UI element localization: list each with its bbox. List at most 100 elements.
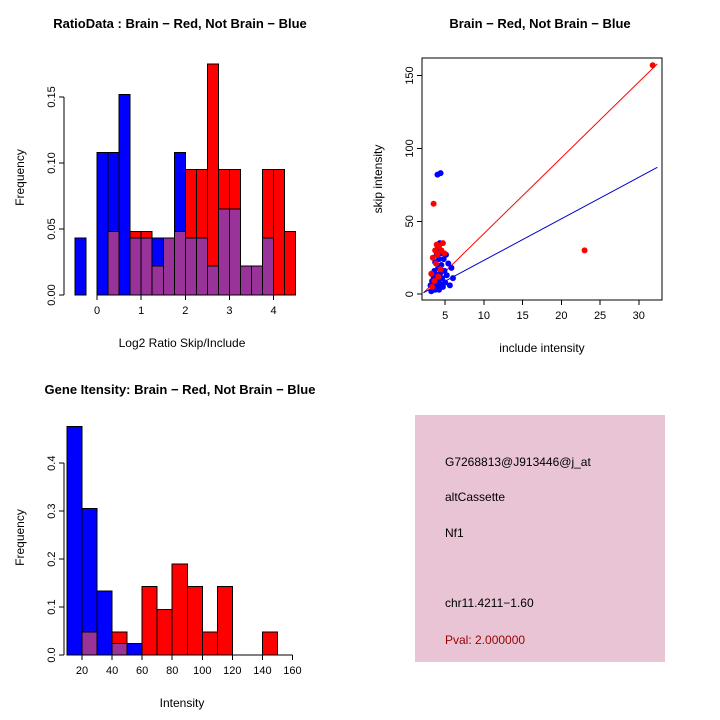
intensity-scatter-chart: 5 10 15 20 25 30 0 50 100 150 include intensity ski… <box>371 57 663 355</box>
y-axis-title: Frequency <box>13 509 27 566</box>
y-tick-label: 0.10 <box>46 152 58 173</box>
hist-bar-overlap <box>206 265 219 296</box>
hist-bar-blue <box>126 642 143 656</box>
y-tick-label: 0.05 <box>46 218 58 239</box>
scatter-point-brain <box>432 260 439 267</box>
hist-bar-overlap <box>262 237 275 296</box>
hist-bar-overlap <box>217 208 230 296</box>
gene-intensity-histogram-chart: 20 40 60 80 100 120 140 160 0.0 0.1 0.2 0.3 0.4 Inten… <box>13 426 302 710</box>
x-tick-label: 20 <box>555 310 567 322</box>
x-tick-label: 0 <box>94 305 100 317</box>
x-tick-label: 15 <box>517 310 529 322</box>
scatter-point-brain <box>429 283 436 290</box>
x-tick-label: 5 <box>442 310 448 322</box>
scatter-point-brain <box>428 270 435 277</box>
fit-line-not-brain-fit <box>423 166 658 294</box>
scatter-point-not_brain <box>449 275 456 282</box>
gene-symbol-text: Nf1 <box>445 526 464 540</box>
hist-bar-blue <box>118 93 131 296</box>
x-tick-label: 160 <box>283 665 301 677</box>
y-tick-label: 0 <box>404 291 416 297</box>
y-tick-label: 100 <box>404 139 416 157</box>
hist-bar-overlap <box>250 265 264 296</box>
hist-bar-blue <box>66 426 83 656</box>
y-tick-label: 0.2 <box>46 551 58 566</box>
hist-bar-blue <box>96 151 109 296</box>
scatter-point-brain <box>649 62 656 69</box>
scatter-point-brain <box>435 273 442 280</box>
hist-bar-red <box>171 563 188 656</box>
x-tick-label: 3 <box>226 305 232 317</box>
panel-ratio-histogram: 0 1 2 3 4 0.00 0.05 0.10 0.15 Log2 Ratio Skip/Inc… <box>0 0 360 360</box>
y-tick-label: 50 <box>404 215 416 227</box>
hist-bar-red <box>261 631 278 656</box>
hist-bar-red <box>216 585 233 656</box>
scatter-point-brain <box>581 247 588 254</box>
intensity-scatter-title: Brain − Red, Not Brain − Blue <box>449 16 631 31</box>
hist-bar-red <box>206 63 219 296</box>
plot-box <box>421 57 663 301</box>
y-tick-label: 0.15 <box>46 86 58 107</box>
y-tick-label: 0.3 <box>46 503 58 518</box>
hist-bar-overlap <box>228 208 241 296</box>
pval-text: Pval: 2.000000 <box>445 633 526 647</box>
ratio-histogram-chart: 0 1 2 3 4 0.00 0.05 0.10 0.15 Log2 Ratio Skip/Inc… <box>13 63 297 350</box>
locus-text: chr11.4211−1.60 <box>445 596 534 610</box>
scatter-point-brain <box>431 278 438 285</box>
panel-gene-intensity-histogram: 20 40 60 80 100 120 140 160 0.0 0.1 0.2 0.3 0.4 Inten… <box>0 360 360 720</box>
fit-line-brain-fit <box>423 63 658 294</box>
y-axis-title: skip intensity <box>371 145 385 214</box>
x-tick-label: 60 <box>136 665 148 677</box>
x-tick-label: 80 <box>166 665 178 677</box>
x-tick-label: 2 <box>182 305 188 317</box>
gene-intensity-histogram-title: Gene Itensity: Brain − Red, Not Brain − … <box>44 382 316 397</box>
hist-bar-red <box>284 231 297 296</box>
hist-bar-red <box>201 631 218 656</box>
scatter-point-brain <box>439 240 446 247</box>
hist-bar-overlap <box>140 237 153 296</box>
x-tick-label: 20 <box>76 665 88 677</box>
hist-bar-overlap <box>162 237 175 296</box>
hist-bar-overlap <box>173 231 186 296</box>
x-tick-label: 40 <box>106 665 118 677</box>
hist-bar-blue <box>74 237 87 296</box>
hist-bar-red <box>156 608 173 656</box>
hist-bar-overlap <box>107 231 120 296</box>
scatter-point-brain <box>429 254 436 261</box>
hist-bar-red <box>141 585 158 656</box>
x-tick-label: 4 <box>270 305 276 317</box>
scatter-point-brain <box>434 251 441 258</box>
hist-bar-red <box>186 585 203 656</box>
splice-type-text: altCassette <box>445 490 506 504</box>
y-tick-label: 0.1 <box>46 599 58 614</box>
probe-id-text: G7268813@J913446@j_at <box>445 455 591 469</box>
hist-bar-overlap <box>81 631 98 656</box>
y-tick-label: 0.0 <box>46 647 58 662</box>
y-axis-title: Frequency <box>13 149 27 206</box>
x-tick-label: 10 <box>478 310 490 322</box>
x-tick-label: 25 <box>594 310 606 322</box>
x-axis-title: include intensity <box>499 341 584 355</box>
panel-gene-info: G7268813@J913446@j_at altCassette Nf1 ch… <box>360 360 720 720</box>
x-tick-label: 100 <box>193 665 211 677</box>
hist-bar-overlap <box>239 265 252 296</box>
scatter-point-brain <box>430 200 437 207</box>
y-tick-label: 0.4 <box>46 456 58 471</box>
hist-bar-overlap <box>195 237 208 296</box>
ratio-histogram-title: RatioData : Brain − Red, Not Brain − Blu… <box>53 16 307 31</box>
x-tick-label: 140 <box>253 665 271 677</box>
scatter-point-not_brain <box>437 170 444 177</box>
y-tick-label: 0.00 <box>46 284 58 305</box>
y-tick-label: 150 <box>404 66 416 84</box>
hist-bar-red <box>273 169 286 296</box>
scatter-point-not_brain <box>448 264 455 271</box>
scatter-point-brain <box>437 266 444 273</box>
scatter-point-not_brain <box>446 282 453 289</box>
scatter-point-brain <box>441 250 448 257</box>
hist-bar-overlap <box>151 265 164 296</box>
scatter-point-not_brain <box>442 279 449 286</box>
gene-info-box: G7268813@J913446@j_at altCassette Nf1 ch… <box>415 415 665 662</box>
scatter-point-not_brain <box>445 260 452 267</box>
scatter-point-not_brain <box>443 272 450 279</box>
